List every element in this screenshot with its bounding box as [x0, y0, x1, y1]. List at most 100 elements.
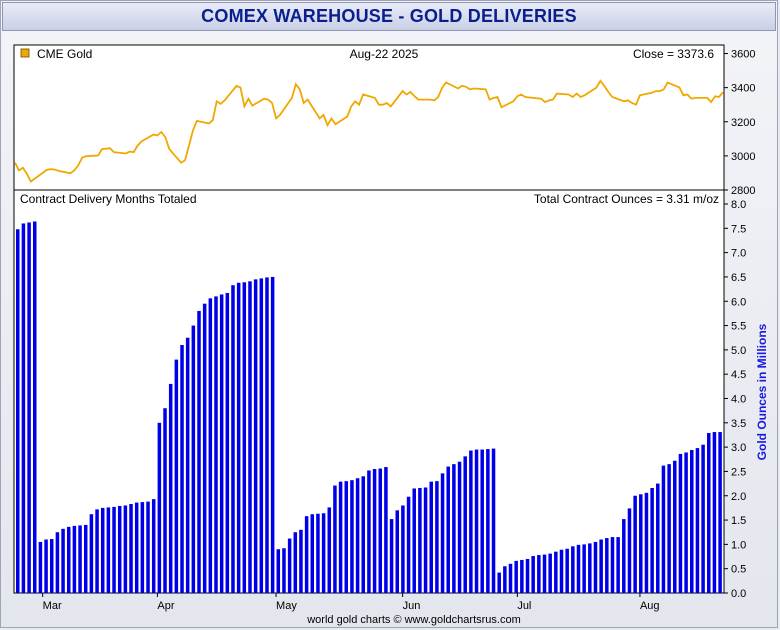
- delivery-bar: [463, 456, 467, 593]
- delivery-bar: [174, 359, 179, 593]
- y-axis-title: Gold Ounces in Millions: [755, 323, 769, 460]
- delivery-bar: [117, 505, 122, 593]
- delivery-bar: [265, 277, 269, 593]
- legend-swatch: [20, 48, 30, 58]
- delivery-bar: [282, 548, 286, 593]
- delivery-bar: [486, 449, 490, 593]
- delivery-bar: [718, 432, 722, 593]
- delivery-bar: [639, 494, 643, 593]
- delivery-bar: [446, 466, 450, 593]
- delivery-bar: [576, 544, 581, 593]
- month-tick-label: Apr: [157, 600, 174, 612]
- delivery-bar: [219, 294, 224, 593]
- delivery-bar: [197, 310, 201, 593]
- deliveries-title: Contract Delivery Months Totaled: [20, 192, 197, 206]
- delivery-bar: [571, 546, 575, 593]
- delivery-bar: [537, 555, 541, 593]
- delivery-bar: [208, 298, 213, 593]
- delivery-bar: [140, 502, 145, 593]
- delivery-bar: [525, 558, 530, 593]
- delivery-bar: [316, 513, 320, 593]
- month-x-axis: Mar Apr May Jun Jul Aug: [42, 593, 660, 612]
- delivery-bar: [440, 473, 445, 593]
- ounces-tick-label: 5.5: [731, 321, 746, 333]
- legend-cme-gold: CME Gold: [37, 47, 92, 61]
- ounces-tick-label: 6.5: [731, 272, 746, 284]
- price-tick-label: 2800: [731, 185, 755, 197]
- delivery-bar: [95, 509, 99, 593]
- chart-title: COMEX WAREHOUSE - GOLD DELIVERIES: [2, 2, 776, 31]
- delivery-bar: [21, 223, 26, 593]
- delivery-bar: [327, 507, 332, 593]
- delivery-bar: [355, 478, 360, 593]
- delivery-bar: [242, 282, 247, 593]
- ounces-tick-label: 7.5: [731, 223, 746, 235]
- delivery-bar: [61, 528, 65, 593]
- price-tick-label: 3000: [731, 151, 755, 163]
- ounces-tick-label: 3.0: [731, 442, 746, 454]
- delivery-bar: [565, 548, 569, 593]
- ounces-tick-label: 1.0: [731, 539, 746, 551]
- delivery-bar: [344, 481, 349, 593]
- delivery-bar: [474, 449, 479, 593]
- delivery-bar: [350, 480, 354, 593]
- delivery-bar: [503, 566, 507, 593]
- delivery-bar: [531, 556, 535, 593]
- delivery-bar: [412, 488, 416, 593]
- delivery-bar: [83, 524, 88, 593]
- delivery-bar: [514, 560, 518, 593]
- delivery-bar: [49, 539, 54, 593]
- delivery-bar: [270, 276, 275, 593]
- delivery-bar: [276, 549, 281, 593]
- delivery-bar: [423, 487, 428, 593]
- delivery-bar: [457, 461, 462, 593]
- delivery-bar: [129, 504, 133, 593]
- delivery-bar: [491, 448, 496, 593]
- delivery-bar: [338, 481, 343, 593]
- delivery-bar: [100, 507, 105, 593]
- delivery-bar: [593, 541, 598, 593]
- total-ounces-label: Total Contract Ounces = 3.31 m/oz: [534, 192, 719, 206]
- delivery-bar: [361, 476, 366, 593]
- delivery-bar: [633, 495, 637, 593]
- delivery-bar: [293, 532, 298, 593]
- delivery-bar: [610, 537, 615, 593]
- delivery-bar: [27, 222, 31, 594]
- delivery-bar: [435, 481, 439, 593]
- month-tick-label: Aug: [640, 600, 660, 612]
- month-tick-label: Jul: [517, 600, 531, 612]
- delivery-bar: [582, 544, 586, 594]
- delivery-bar: [299, 529, 303, 593]
- delivery-bar: [650, 487, 654, 593]
- delivery-bar: [180, 345, 184, 593]
- ounces-tick-label: 1.5: [731, 515, 746, 527]
- delivery-bar: [72, 525, 77, 593]
- delivery-bar: [695, 448, 700, 593]
- delivery-bar: [248, 281, 252, 593]
- delivery-bar: [66, 526, 71, 593]
- delivery-bar: [168, 383, 173, 593]
- ounces-tick-label: 2.5: [731, 466, 746, 478]
- footer-credit: world gold charts © www.goldchartsrus.co…: [306, 614, 521, 626]
- delivery-bar: [78, 525, 82, 593]
- delivery-bar: [661, 465, 666, 593]
- delivery-bar: [38, 541, 43, 593]
- delivery-bar: [146, 501, 150, 593]
- delivery-bar: [259, 278, 264, 593]
- price-y-axis: 2800 3000 3200 3400 3600: [724, 49, 755, 197]
- month-tick-label: May: [276, 600, 297, 612]
- delivery-bar: [287, 538, 292, 593]
- ounces-y-axis: 0.0 0.5 1.0 1.5 2.0 2.5 3.0 3.5 4.0 4.5 5.0 5.5 6.0 6…: [724, 199, 746, 600]
- delivery-bar: [401, 505, 405, 593]
- delivery-bar: [112, 506, 116, 593]
- price-tick-label: 3400: [731, 83, 755, 95]
- delivery-bar: [157, 422, 162, 593]
- delivery-bar: [497, 572, 501, 593]
- delivery-bar: [202, 303, 207, 593]
- delivery-bar: [321, 513, 326, 593]
- delivery-bar: [32, 221, 37, 593]
- delivery-bar: [231, 285, 235, 593]
- ounces-tick-label: 8.0: [731, 199, 746, 211]
- ounces-tick-label: 5.0: [731, 345, 746, 357]
- delivery-bar: [469, 450, 473, 593]
